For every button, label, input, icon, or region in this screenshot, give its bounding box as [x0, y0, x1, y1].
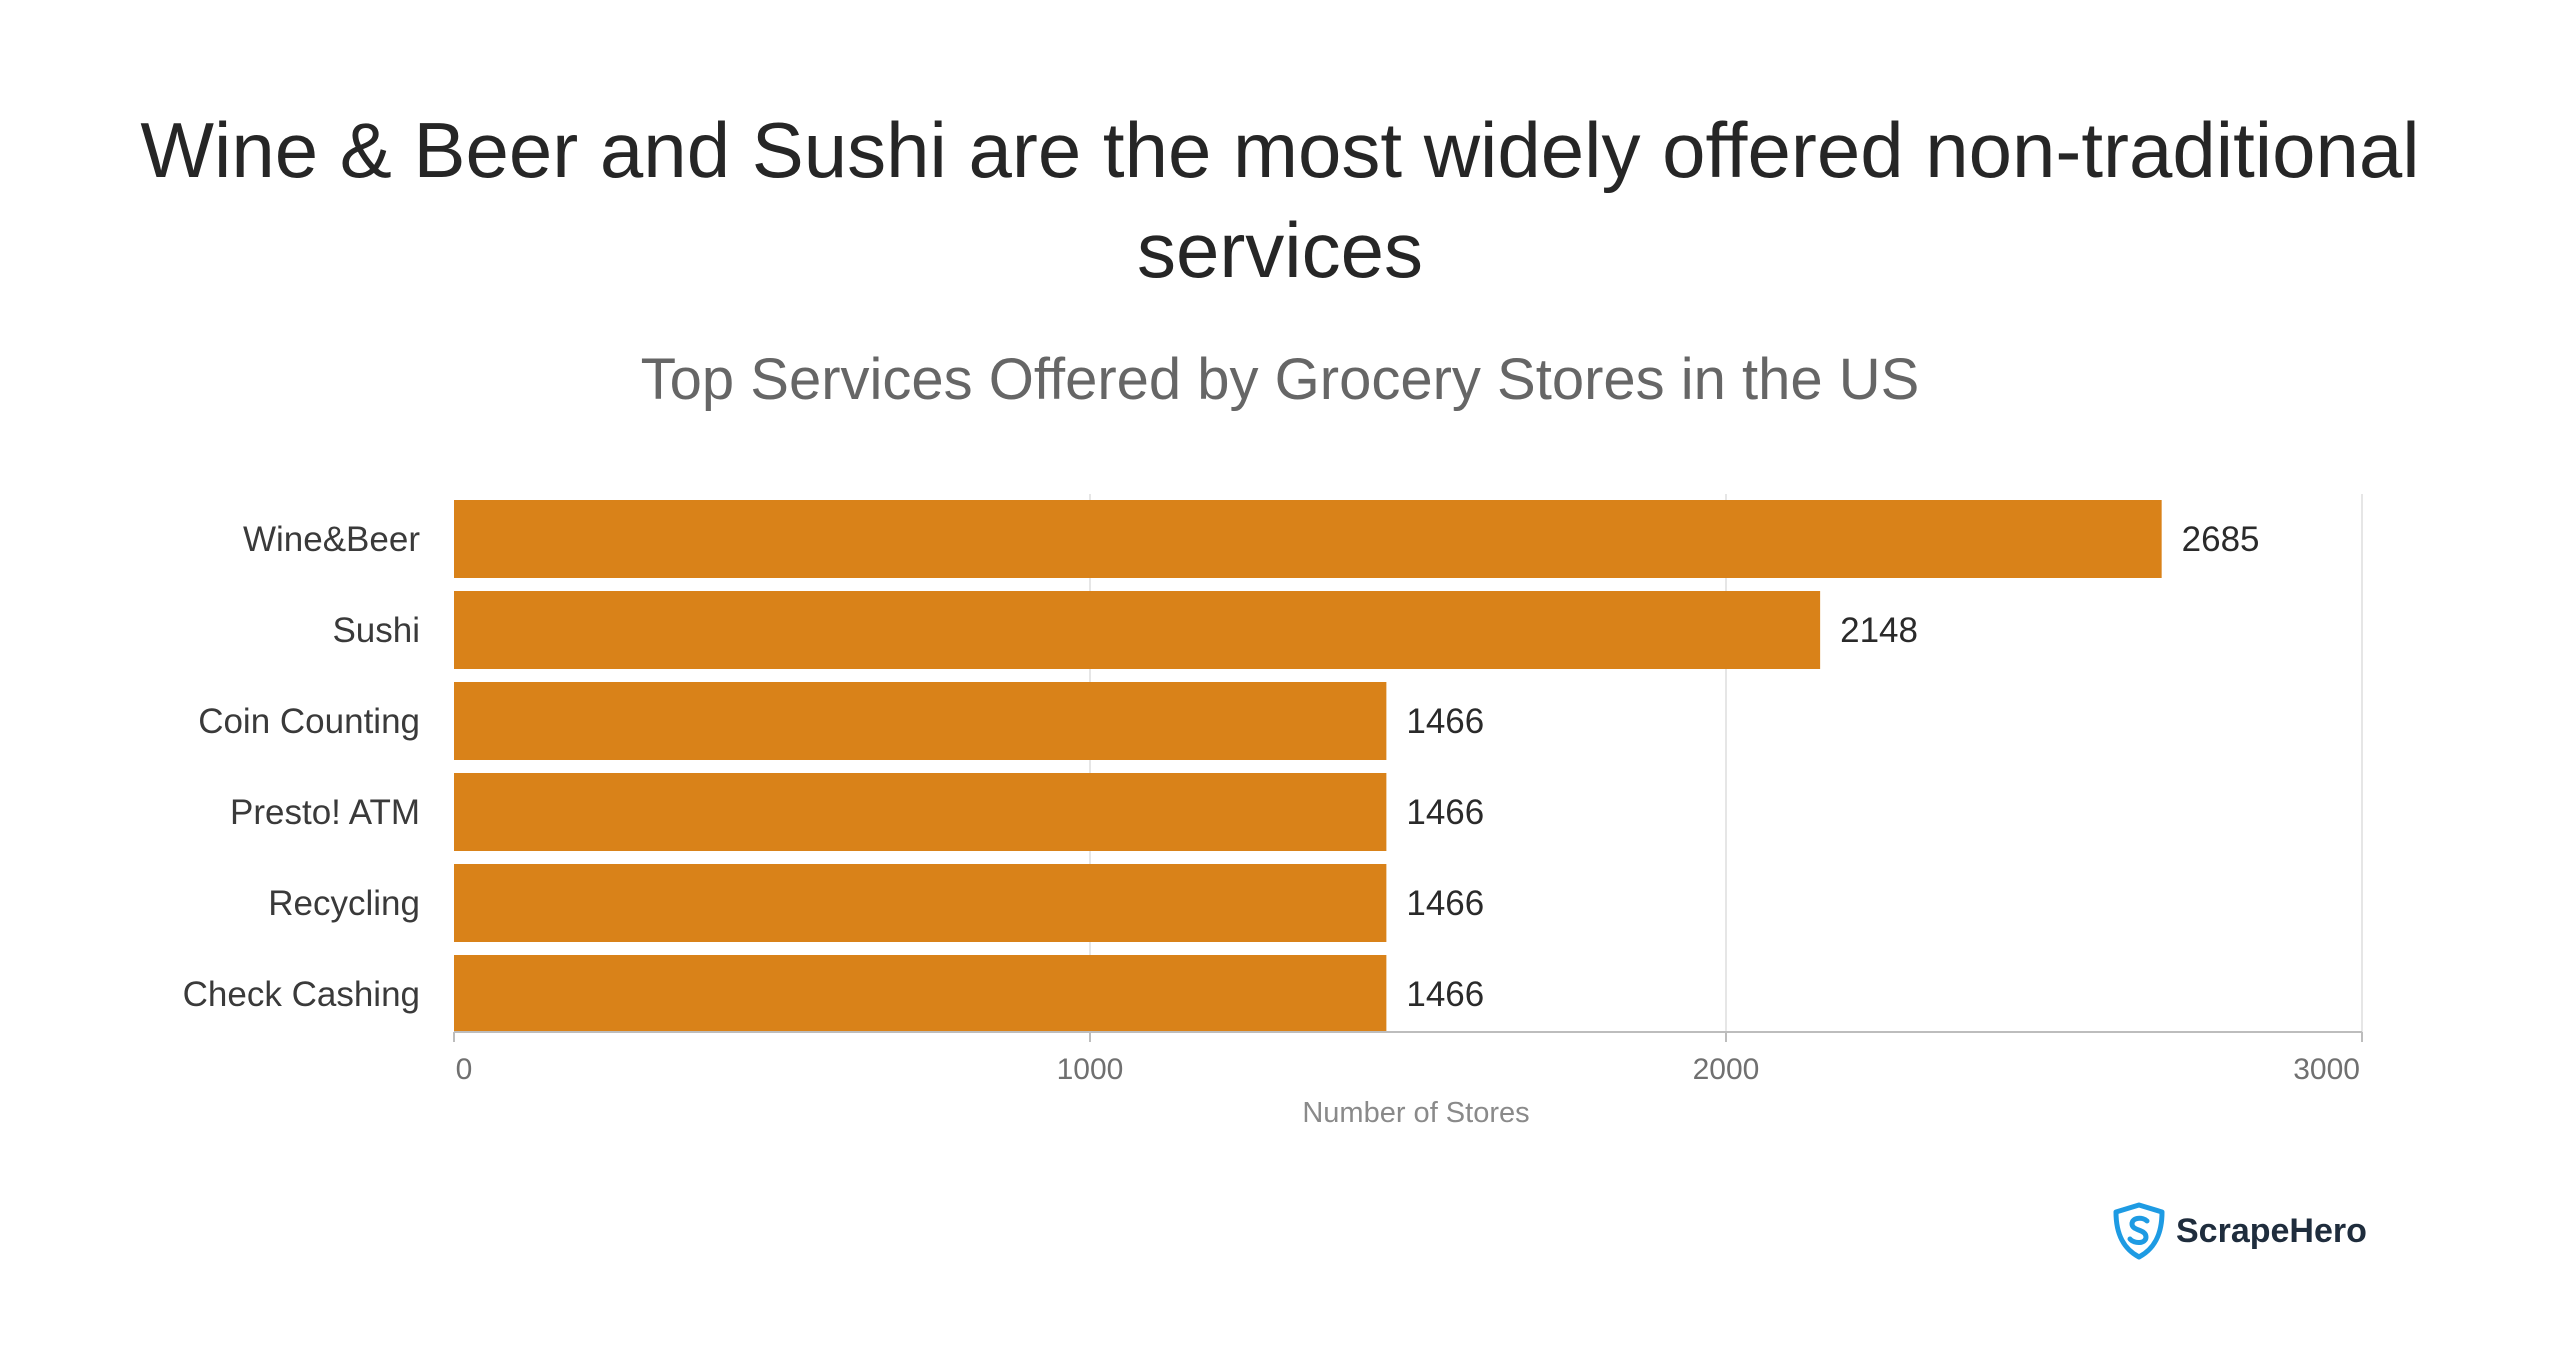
category-label: Wine&Beer — [243, 520, 420, 559]
category-label: Check Cashing — [183, 975, 420, 1014]
brand-logo: ScrapeHero — [2112, 1202, 2367, 1260]
value-labels: 2685 2148 1466 1466 1466 1466 — [1406, 520, 2259, 1014]
chart-title: Top Services Offered by Grocery Stores i… — [640, 347, 1920, 412]
shield-s-icon — [2113, 1202, 2165, 1260]
category-labels: Wine&Beer Sushi Coin Counting Presto! ATM Re… — [183, 520, 421, 1014]
value-label: 1466 — [1406, 884, 1484, 923]
category-label: Coin Counting — [198, 702, 420, 741]
grid-lines — [1089, 494, 2363, 1032]
bar — [454, 955, 1387, 1033]
category-label: Sushi — [332, 611, 420, 650]
bar — [454, 682, 1387, 760]
bar — [454, 864, 1387, 942]
bar-series — [454, 500, 2162, 1033]
x-tick-label: 1000 — [1057, 1053, 1124, 1086]
value-label: 1466 — [1406, 793, 1484, 832]
chart-headline: Wine & Beer and Sushi are the most widel… — [140, 106, 2420, 294]
bar — [454, 500, 2162, 578]
category-label: Recycling — [268, 884, 420, 923]
x-tick-label: 2000 — [1693, 1053, 1760, 1086]
x-axis-title: Number of Stores — [1302, 1097, 1529, 1129]
value-label: 2148 — [1840, 611, 1918, 650]
value-label: 1466 — [1406, 702, 1484, 741]
bar — [454, 773, 1387, 851]
x-axis: 0 1000 2000 3000 — [453, 1031, 2363, 1086]
category-label: Presto! ATM — [230, 793, 420, 832]
x-tick-label: 0 — [456, 1053, 473, 1086]
x-tick-label: 3000 — [2293, 1053, 2360, 1086]
value-label: 2685 — [2182, 520, 2260, 559]
brand-name: ScrapeHero — [2176, 1211, 2367, 1250]
bar — [454, 591, 1821, 669]
value-label: 1466 — [1406, 975, 1484, 1014]
